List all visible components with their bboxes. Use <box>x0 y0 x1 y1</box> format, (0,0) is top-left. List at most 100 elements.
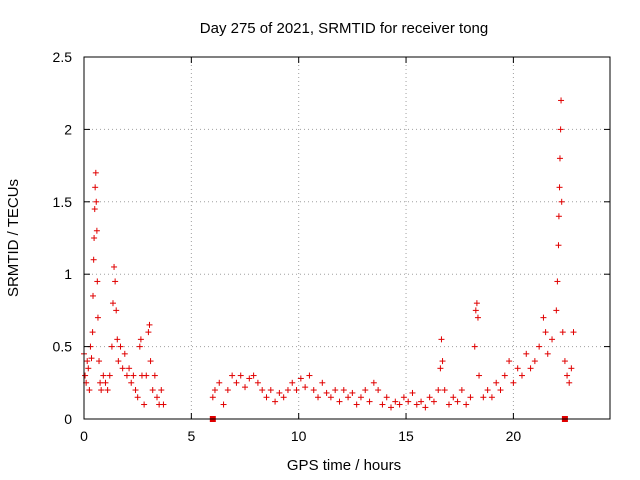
data-point <box>544 350 551 357</box>
data-point <box>413 401 420 408</box>
data-point <box>104 387 111 394</box>
x-axis-title: GPS time / hours <box>287 457 401 474</box>
data-point <box>379 401 386 408</box>
x-tick-label: 20 <box>506 428 522 444</box>
data-point <box>216 379 223 386</box>
data-point <box>98 387 105 394</box>
data-point <box>418 398 425 405</box>
data-point <box>137 336 144 343</box>
data-point <box>556 155 563 162</box>
data-point <box>555 242 562 249</box>
data-point <box>315 394 322 401</box>
data-point <box>559 329 566 336</box>
data-point <box>149 387 156 394</box>
data-point <box>435 387 442 394</box>
data-point <box>280 394 287 401</box>
data-point <box>123 372 130 379</box>
data-point <box>84 358 91 365</box>
data-point <box>102 379 109 386</box>
data-point <box>472 307 479 314</box>
data-point <box>484 387 491 394</box>
data-point <box>566 379 573 386</box>
data-point <box>396 401 403 408</box>
data-point <box>467 394 474 401</box>
data-point <box>297 375 304 382</box>
data-point <box>160 401 167 408</box>
grid-layer <box>84 57 610 419</box>
data-point <box>493 379 500 386</box>
data-point <box>93 227 100 234</box>
data-point <box>151 372 158 379</box>
x-tick-label: 5 <box>187 428 195 444</box>
data-point <box>117 343 124 350</box>
data-point <box>220 401 227 408</box>
data-point <box>209 394 216 401</box>
data-point <box>553 307 560 314</box>
x-tick-label: 10 <box>291 428 307 444</box>
data-point <box>92 169 99 176</box>
y-tick-label: 0 <box>64 411 72 427</box>
data-point <box>113 307 120 314</box>
data-point <box>111 263 118 270</box>
data-point <box>388 404 395 411</box>
data-point <box>211 387 218 394</box>
data-point <box>353 401 360 408</box>
data-point <box>392 398 399 405</box>
data-point <box>523 350 530 357</box>
data-point <box>93 198 100 205</box>
data-point <box>121 350 128 357</box>
data-point <box>267 387 274 394</box>
data-point <box>438 336 445 343</box>
y-tick-label: 1.5 <box>53 194 73 210</box>
data-point <box>302 384 309 391</box>
axis-layer: 0 5 10 15 20 0 0.5 1 1.5 2 2.5 <box>53 49 610 444</box>
data-point <box>345 394 352 401</box>
data-point <box>556 184 563 191</box>
data-point <box>229 372 236 379</box>
data-point <box>405 398 412 405</box>
data-point <box>85 365 92 372</box>
data-point <box>542 329 549 336</box>
data-point <box>90 256 97 263</box>
data-point <box>141 401 148 408</box>
data-point <box>246 375 253 382</box>
data-point <box>531 358 538 365</box>
data-point <box>272 398 279 405</box>
data-point <box>471 343 478 350</box>
data-point <box>276 389 283 396</box>
data-point <box>293 387 300 394</box>
data-point <box>259 387 266 394</box>
x-tick-label: 0 <box>80 428 88 444</box>
data-point <box>510 379 517 386</box>
data-point <box>143 372 150 379</box>
data-point <box>237 372 244 379</box>
data-point <box>224 387 231 394</box>
data-point <box>108 343 115 350</box>
data-point <box>100 372 107 379</box>
data-point <box>250 372 257 379</box>
y-tick-label: 0.5 <box>53 339 73 355</box>
y-axis-title: SRMTID / TECUs <box>5 179 22 297</box>
data-point <box>289 379 296 386</box>
data-point <box>136 343 143 350</box>
data-point <box>441 387 448 394</box>
data-point <box>349 389 356 396</box>
data-point <box>514 365 521 372</box>
data-point <box>561 358 568 365</box>
data-point <box>437 365 444 372</box>
data-point <box>400 394 407 401</box>
data-point <box>375 387 382 394</box>
data-point <box>506 358 513 365</box>
data-point <box>91 235 98 241</box>
data-point <box>284 387 291 394</box>
data-point <box>570 329 577 336</box>
data-point <box>340 387 347 394</box>
y-tick-label: 1 <box>64 266 72 282</box>
data-point <box>332 387 339 394</box>
data-point <box>540 314 547 321</box>
data-point <box>458 387 465 394</box>
data-point <box>362 387 369 394</box>
data-point <box>147 358 154 365</box>
data-point <box>497 387 504 394</box>
